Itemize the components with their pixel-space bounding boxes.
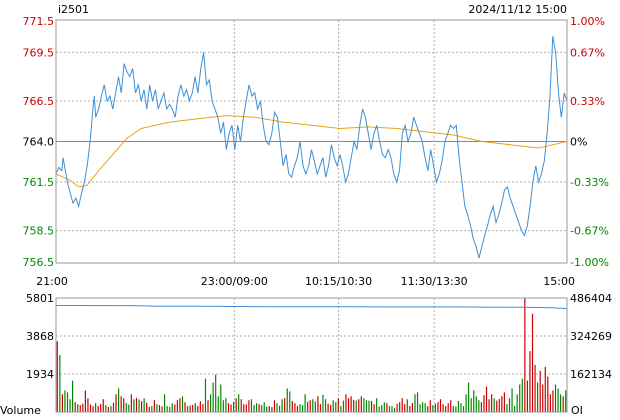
time-tick-label: 11:30/13:30	[401, 275, 468, 288]
price-tick-label: 769.5	[23, 46, 55, 59]
percent-tick-label: -0.67%	[570, 225, 609, 238]
percent-tick-label: -0.33%	[570, 176, 609, 189]
average-price-line	[55, 115, 568, 188]
time-tick-label: 10:15/10:30	[305, 275, 372, 288]
volume-panel: 5801 3868 1934 486404 324269 162134 Volume O…	[0, 292, 612, 417]
percent-tick-label: 0.67%	[570, 46, 605, 59]
time-axis: 21:00 23:00/09:00 10:15/10:30 11:30/13:30 15…	[36, 275, 575, 288]
price-axis-left: 771.5 769.5 766.5 764.0 761.5 758.5 756.5	[23, 15, 55, 269]
oi-tick-label: 324269	[570, 330, 612, 343]
percent-tick-label: 0%	[570, 136, 587, 149]
oi-tick-label: 162134	[570, 368, 612, 381]
volume-axis-right: 486404 324269 162134	[570, 292, 612, 381]
price-tick-label: 766.5	[23, 95, 55, 108]
volume-grid	[56, 298, 567, 412]
oi-tick-label: 486404	[570, 292, 612, 305]
volume-axis-left: 5801 3868 1934	[26, 292, 54, 381]
open-interest-line	[55, 305, 568, 310]
price-panel-frame	[55, 19, 568, 264]
volume-caption: Volume	[0, 404, 41, 417]
volume-panel-frame	[55, 297, 568, 413]
datetime-label: 2024/11/12 15:00	[468, 3, 567, 16]
price-tick-label: 761.5	[23, 176, 55, 189]
volume-tick-label: 5801	[26, 292, 54, 305]
percent-tick-label: 0.33%	[570, 95, 605, 108]
price-tick-label: 756.5	[23, 256, 55, 269]
time-tick-label: 21:00	[36, 275, 68, 288]
volume-tick-label: 1934	[26, 368, 54, 381]
price-tick-label: 758.5	[23, 225, 55, 238]
price-tick-label: 771.5	[23, 15, 55, 28]
percent-tick-label: -1.00%	[570, 256, 609, 269]
price-axis-right: 1.00% 0.67% 0.33% 0% -0.33% -0.67% -1.00%	[570, 15, 609, 269]
price-panel: 771.5 769.5 766.5 764.0 761.5 758.5 756.5 1.00…	[23, 15, 609, 269]
oi-caption: OI	[571, 404, 583, 417]
symbol-label: i2501	[58, 3, 89, 16]
volume-bars	[56, 298, 567, 412]
time-tick-label: 15:00	[543, 275, 575, 288]
time-tick-label: 23:00/09:00	[201, 275, 268, 288]
price-line	[55, 36, 568, 259]
volume-tick-label: 3868	[26, 330, 54, 343]
percent-tick-label: 1.00%	[570, 15, 605, 28]
price-grid	[56, 20, 567, 263]
price-tick-label: 764.0	[23, 136, 55, 149]
